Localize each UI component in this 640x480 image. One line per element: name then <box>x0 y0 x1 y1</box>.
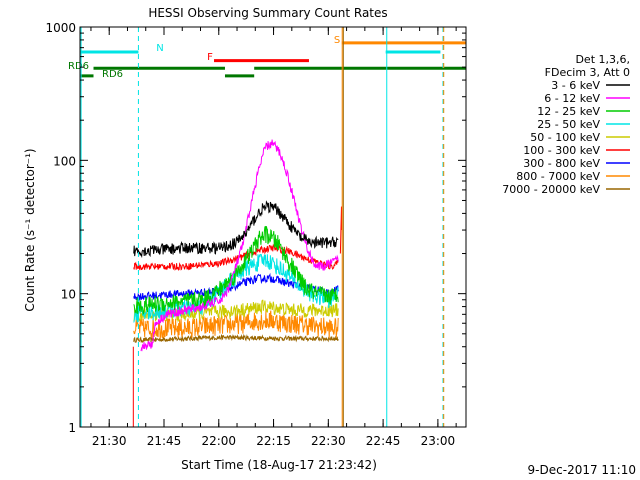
legend-label-6: 300 - 800 keV <box>523 157 600 170</box>
x-tick-label: 21:30 <box>92 434 127 448</box>
flag-label-1: F <box>207 52 213 63</box>
x-tick-label: 22:00 <box>201 434 236 448</box>
legend-label-2: 12 - 25 keV <box>537 105 600 118</box>
flag-label-0: N <box>156 43 163 54</box>
x-axis-label: Start Time (18-Aug-17 21:23:42) <box>181 458 377 472</box>
x-tick-label: 22:15 <box>256 434 291 448</box>
x-axis-ticks: 21:30 21:45 22:00 22:15 22:30 22:45 23:00 <box>90 27 457 448</box>
y-tick-label: 1 <box>68 421 76 435</box>
series-100-300-kev <box>133 243 339 271</box>
legend-label-5: 100 - 300 keV <box>523 144 600 157</box>
y-tick-label: 1000 <box>45 21 76 35</box>
flag-label-2: S <box>334 35 340 46</box>
vertical-markers <box>80 27 445 427</box>
instrument-flags: N F S RD6 RD6 <box>68 35 466 80</box>
legend-label-8: 7000 - 20000 keV <box>502 183 600 196</box>
legend-header-1: FDecim 3, Att 0 <box>545 66 630 79</box>
legend-label-4: 50 - 100 keV <box>530 131 600 144</box>
y-tick-label: 100 <box>53 154 76 168</box>
legend-label-1: 6 - 12 keV <box>544 92 600 105</box>
y-axis-ticks: 1 10 100 1000 <box>45 21 466 435</box>
x-tick-label: 23:00 <box>421 434 456 448</box>
flag-label-3: RD6 <box>68 61 89 72</box>
footer-timestamp: 9-Dec-2017 11:10 <box>528 463 636 477</box>
legend-header-0: Det 1,3,6, <box>575 53 630 66</box>
x-tick-label: 22:30 <box>311 434 346 448</box>
y-tick-label: 10 <box>61 288 76 302</box>
chart-title: HESSI Observing Summary Count Rates <box>148 6 387 20</box>
y-axis-label: Count Rate (s⁻¹ detector⁻¹) <box>23 148 37 311</box>
data-series <box>132 139 343 427</box>
series-6-12-kev <box>140 139 339 352</box>
x-tick-label: 21:45 <box>147 434 182 448</box>
legend-label-7: 800 - 7000 keV <box>516 170 600 183</box>
plot-frame <box>79 26 467 428</box>
series-3-6-kev <box>133 200 339 259</box>
legend-label-0: 3 - 6 keV <box>551 79 600 92</box>
series-7000-20000-kev <box>133 333 339 344</box>
end-spike <box>339 206 343 254</box>
flag-label-4: RD6 <box>102 69 123 80</box>
x-tick-label: 22:45 <box>366 434 401 448</box>
legend-label-3: 25 - 50 keV <box>537 118 600 131</box>
